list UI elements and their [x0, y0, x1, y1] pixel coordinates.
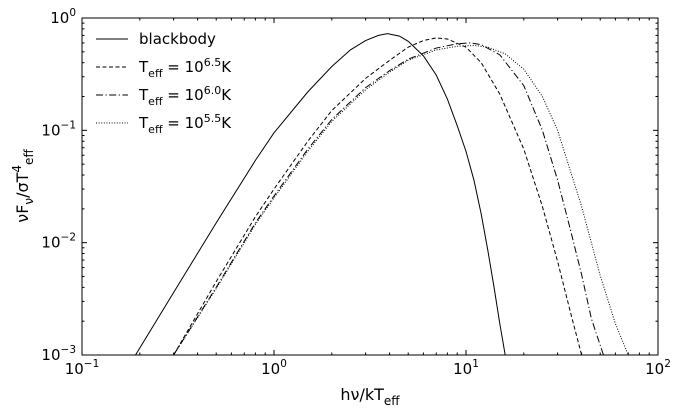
series-line-1: [173, 37, 583, 355]
y-tick-label: 100: [50, 7, 76, 27]
y-axis-label: νFν/σT4eff: [10, 149, 36, 223]
x-tick-label: 10−1: [65, 358, 100, 378]
x-tick-label: 102: [645, 358, 671, 378]
axis-ticks: [81, 17, 659, 356]
series-group: [135, 33, 629, 355]
series-line-0: [135, 33, 506, 355]
x-tick-label: 100: [261, 358, 287, 378]
legend-label-1: Teff = 106.5K: [138, 56, 232, 80]
legend-label-0: blackbody: [139, 30, 216, 48]
x-tick-label: 101: [453, 358, 479, 378]
y-tick-label: 10−1: [41, 119, 76, 139]
plot-frame: [81, 17, 659, 356]
y-tick-label: 10−3: [41, 344, 76, 364]
y-tick-label: 10−2: [41, 232, 76, 252]
legend: blackbody Teff = 106.5K Teff = 106.0K Teff …: [96, 30, 232, 136]
tick-labels: 10−1 100 101 102 10−3 10−2 10−1 100: [41, 7, 670, 378]
series-line-3: [173, 44, 629, 355]
legend-label-3: Teff = 105.5K: [138, 112, 232, 136]
x-axis-label: hν/kTeff: [340, 385, 400, 408]
legend-label-2: Teff = 106.0K: [138, 84, 232, 108]
series-line-2: [173, 42, 604, 355]
